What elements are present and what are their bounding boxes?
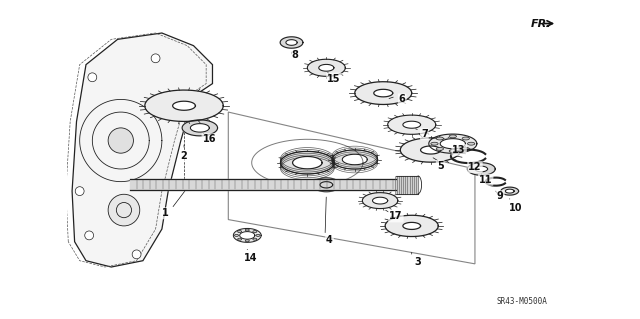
- Polygon shape: [403, 121, 420, 128]
- Polygon shape: [401, 138, 461, 162]
- Ellipse shape: [462, 147, 469, 150]
- Ellipse shape: [245, 240, 250, 242]
- Circle shape: [76, 187, 84, 196]
- Polygon shape: [72, 33, 212, 267]
- Text: 2: 2: [180, 151, 188, 161]
- Ellipse shape: [436, 137, 444, 140]
- Text: SR43-M0500A: SR43-M0500A: [497, 297, 548, 306]
- Text: 13: 13: [452, 145, 466, 155]
- Ellipse shape: [237, 231, 242, 233]
- Text: 16: 16: [203, 134, 216, 144]
- Polygon shape: [234, 228, 261, 242]
- Polygon shape: [501, 187, 518, 195]
- Ellipse shape: [449, 135, 456, 138]
- Polygon shape: [420, 146, 441, 154]
- Text: 8: 8: [291, 50, 298, 60]
- Text: 6: 6: [399, 94, 406, 104]
- Polygon shape: [429, 134, 477, 153]
- Polygon shape: [145, 90, 223, 122]
- Polygon shape: [467, 163, 495, 175]
- Text: 10: 10: [509, 203, 523, 213]
- Ellipse shape: [431, 142, 438, 145]
- Polygon shape: [280, 37, 303, 48]
- Polygon shape: [506, 189, 514, 193]
- Text: 3: 3: [415, 257, 421, 267]
- Ellipse shape: [449, 150, 456, 152]
- Polygon shape: [332, 150, 378, 169]
- Text: 5: 5: [436, 161, 444, 171]
- Ellipse shape: [256, 234, 260, 236]
- Polygon shape: [286, 40, 297, 45]
- Polygon shape: [182, 120, 218, 136]
- Polygon shape: [173, 101, 195, 110]
- Text: FR.: FR.: [531, 19, 552, 28]
- Polygon shape: [362, 193, 398, 209]
- Polygon shape: [239, 232, 255, 239]
- Polygon shape: [342, 154, 367, 165]
- Polygon shape: [374, 89, 393, 97]
- Polygon shape: [403, 222, 420, 229]
- Text: 4: 4: [326, 235, 333, 245]
- Ellipse shape: [436, 147, 444, 150]
- Polygon shape: [307, 59, 346, 76]
- Polygon shape: [385, 215, 438, 236]
- Polygon shape: [475, 166, 488, 172]
- Ellipse shape: [253, 231, 257, 233]
- Circle shape: [132, 250, 141, 259]
- Ellipse shape: [237, 238, 242, 240]
- Polygon shape: [292, 156, 322, 169]
- Polygon shape: [320, 182, 333, 188]
- Polygon shape: [319, 64, 334, 71]
- Text: 7: 7: [421, 129, 428, 139]
- Text: 1: 1: [162, 208, 168, 218]
- Polygon shape: [190, 123, 209, 132]
- Circle shape: [88, 73, 97, 82]
- Text: 11: 11: [479, 175, 492, 185]
- Polygon shape: [440, 139, 465, 149]
- Text: 17: 17: [389, 211, 403, 221]
- Circle shape: [151, 54, 160, 63]
- Circle shape: [84, 231, 93, 240]
- Polygon shape: [388, 115, 436, 134]
- Ellipse shape: [462, 137, 469, 140]
- Polygon shape: [372, 197, 388, 204]
- Text: 12: 12: [468, 162, 482, 172]
- Ellipse shape: [234, 234, 239, 236]
- Circle shape: [108, 128, 133, 153]
- Polygon shape: [312, 178, 340, 192]
- Ellipse shape: [467, 142, 475, 145]
- Ellipse shape: [253, 238, 257, 240]
- Polygon shape: [280, 152, 334, 174]
- Ellipse shape: [245, 229, 250, 231]
- Text: 15: 15: [327, 74, 340, 84]
- Polygon shape: [355, 82, 412, 105]
- Circle shape: [108, 194, 140, 226]
- Text: 9: 9: [497, 191, 504, 201]
- Text: 14: 14: [244, 253, 257, 263]
